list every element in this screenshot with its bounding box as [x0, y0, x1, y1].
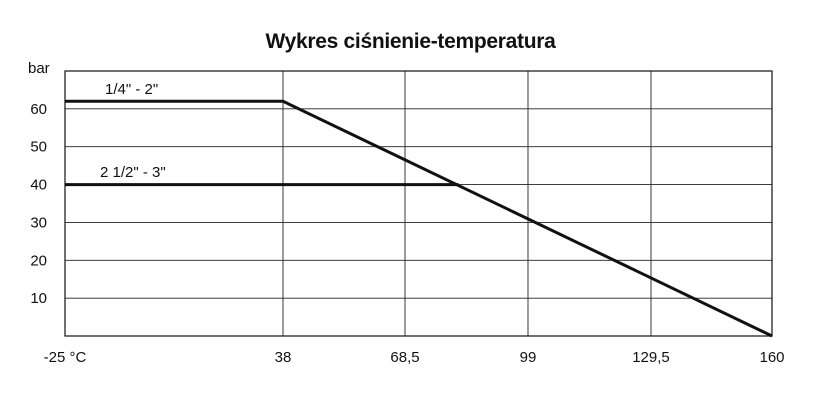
y-tick-label: 60: [30, 101, 47, 118]
x-tick-label: 99: [520, 349, 537, 366]
y-tick-label: 10: [30, 290, 47, 307]
x-tick-labels: -25 °C 38 68,5 99 129,5 160: [44, 349, 785, 366]
y-tick-label: 50: [30, 139, 47, 156]
y-tick-labels: 10 20 30 40 50 60: [30, 101, 47, 307]
x-tick-label: 38: [275, 349, 292, 366]
series-labels: 1/4" - 2" 2 1/2" - 3": [100, 81, 166, 181]
x-tick-label: -25 °C: [44, 349, 87, 366]
plot-frame: [64, 70, 773, 337]
series-line: [65, 99, 773, 338]
y-tick-label: 20: [30, 252, 47, 269]
series-lines: [65, 99, 773, 338]
series-label: 1/4" - 2": [105, 81, 158, 98]
series-label: 2 1/2" - 3": [100, 164, 166, 181]
x-tick-label: 68,5: [390, 349, 419, 366]
grid: [65, 71, 772, 336]
chart-title: Wykres ciśnienie-temperatura: [265, 30, 556, 53]
x-tick-label: 160: [759, 349, 784, 366]
y-tick-label: 40: [30, 177, 47, 194]
y-tick-label: 30: [30, 214, 47, 231]
x-tick-label: 129,5: [632, 349, 670, 366]
y-axis-label: bar: [28, 60, 50, 77]
